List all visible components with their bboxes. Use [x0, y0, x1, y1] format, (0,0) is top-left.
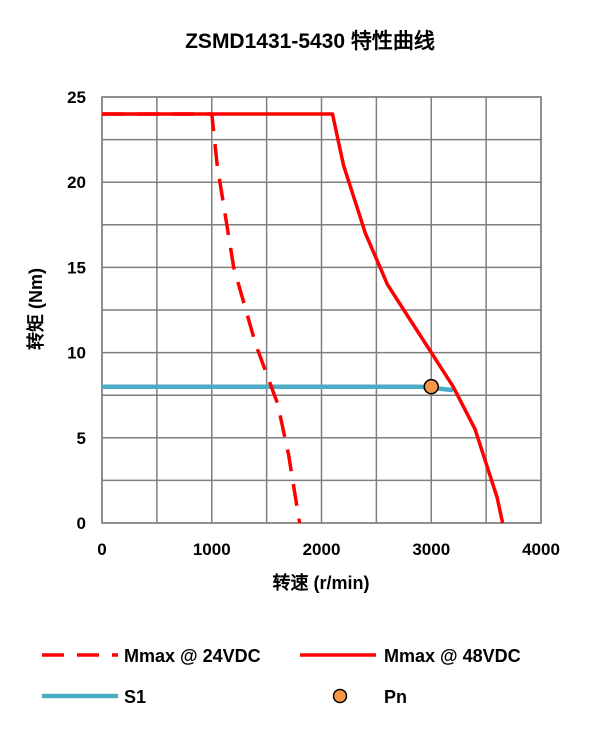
x-tick-label: 0	[97, 540, 106, 559]
chart-title: ZSMD1431-5430 特性曲线	[185, 29, 435, 53]
legend-swatch-pn	[332, 688, 348, 704]
plot-grid	[101, 96, 542, 524]
tick-labels: 0 1000 2000 3000 4000 0 5 10 15 20 25	[67, 88, 560, 559]
series-lines	[102, 112, 505, 524]
y-tick-label: 25	[67, 88, 86, 107]
legend-label-mmax-24vdc: Mmax @ 24VDC	[124, 646, 261, 666]
legend-label-s1: S1	[124, 687, 146, 707]
y-tick-label: 0	[77, 514, 86, 533]
y-tick-label: 10	[67, 344, 86, 363]
x-tick-label: 3000	[412, 540, 450, 559]
legend-label-mmax-48vdc: Mmax @ 48VDC	[384, 646, 521, 666]
legend-label-pn: Pn	[384, 687, 407, 707]
plot-border	[101, 96, 542, 524]
y-axis-label: 转矩 (Nm)	[25, 268, 46, 350]
series-line-s1	[102, 384, 454, 393]
legend: Mmax @ 24VDC Mmax @ 48VDC S1 Pn	[42, 646, 521, 707]
x-tick-label: 4000	[522, 540, 560, 559]
y-tick-label: 20	[67, 173, 86, 192]
x-axis-label: 转速 (r/min)	[273, 572, 370, 593]
y-tick-label: 5	[77, 429, 86, 448]
series-marker-pn	[423, 378, 439, 395]
x-tick-label: 2000	[303, 540, 341, 559]
series-line-mmax-48vdc	[102, 112, 505, 524]
x-tick-label: 1000	[193, 540, 231, 559]
y-tick-label: 15	[67, 258, 86, 277]
series-line-mmax-24vdc	[102, 112, 302, 524]
